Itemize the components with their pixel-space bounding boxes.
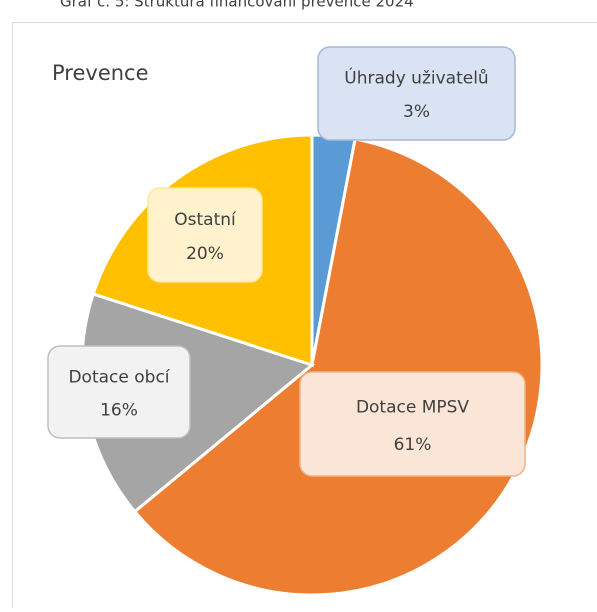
label-box: [48, 346, 190, 438]
category-label: Dotace MPSV: [356, 397, 469, 417]
label-box: [148, 188, 262, 282]
value-label: 61%: [394, 435, 432, 455]
category-label: Ostatní: [174, 210, 237, 230]
value-label: 3%: [403, 102, 430, 122]
value-label: 20%: [186, 244, 224, 264]
caption: Graf č. 5: Struktura financování prevenc…: [60, 0, 414, 11]
label-box: [318, 47, 515, 140]
category-label: Úhrady uživatelů: [344, 67, 488, 89]
chart-title: Prevence: [52, 61, 149, 85]
category-label: Dotace obcí: [68, 367, 170, 387]
value-label: 16%: [100, 400, 138, 420]
label-box: [300, 372, 525, 476]
